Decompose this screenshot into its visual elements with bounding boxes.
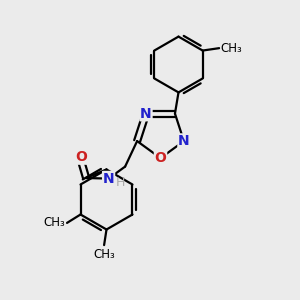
Text: O: O: [154, 151, 166, 165]
Text: N: N: [140, 106, 152, 121]
Text: N: N: [178, 134, 190, 148]
Text: CH₃: CH₃: [93, 248, 115, 260]
Text: N: N: [103, 172, 114, 186]
Text: CH₃: CH₃: [44, 216, 65, 230]
Text: H: H: [115, 176, 125, 189]
Text: CH₃: CH₃: [221, 42, 242, 55]
Text: O: O: [75, 150, 87, 164]
